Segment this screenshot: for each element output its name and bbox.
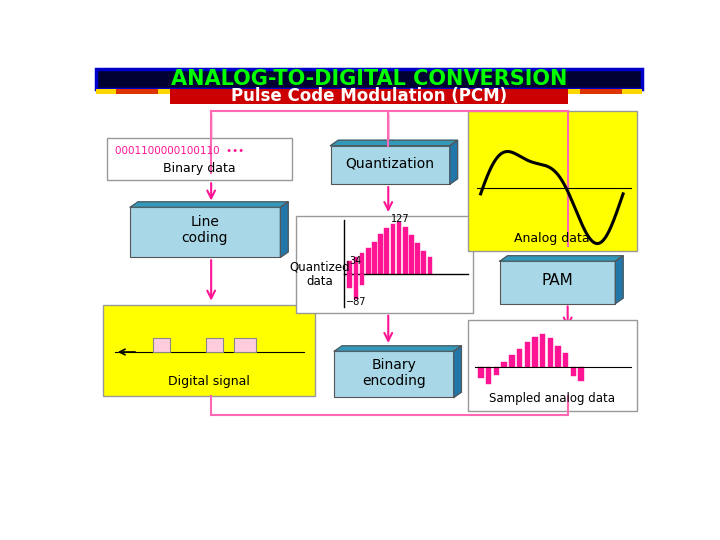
FancyBboxPatch shape xyxy=(348,274,352,288)
FancyBboxPatch shape xyxy=(421,251,426,274)
Text: ANALOG-TO-DIGITAL CONVERSION: ANALOG-TO-DIGITAL CONVERSION xyxy=(171,69,567,89)
Text: PAM: PAM xyxy=(541,273,574,288)
FancyBboxPatch shape xyxy=(158,89,171,94)
FancyBboxPatch shape xyxy=(555,346,561,367)
Text: 0001100000100110  •••: 0001100000100110 ••• xyxy=(115,146,244,156)
Polygon shape xyxy=(454,346,462,397)
Polygon shape xyxy=(450,140,457,184)
Text: Quantization: Quantization xyxy=(346,157,434,170)
FancyBboxPatch shape xyxy=(206,338,222,352)
Polygon shape xyxy=(281,202,288,257)
FancyBboxPatch shape xyxy=(500,261,616,303)
Text: Pulse Code Modulation (PCM): Pulse Code Modulation (PCM) xyxy=(231,87,507,105)
FancyBboxPatch shape xyxy=(467,111,637,251)
FancyBboxPatch shape xyxy=(428,258,432,274)
FancyBboxPatch shape xyxy=(107,138,292,180)
Polygon shape xyxy=(130,202,288,207)
FancyBboxPatch shape xyxy=(478,367,484,378)
FancyBboxPatch shape xyxy=(348,261,352,274)
FancyBboxPatch shape xyxy=(517,349,522,367)
Text: Sampled analog data: Sampled analog data xyxy=(490,392,616,405)
FancyBboxPatch shape xyxy=(234,338,256,352)
Text: Quantized
data: Quantized data xyxy=(289,260,350,288)
FancyBboxPatch shape xyxy=(296,215,473,313)
FancyBboxPatch shape xyxy=(360,274,364,285)
FancyBboxPatch shape xyxy=(360,253,364,274)
Text: Binary data: Binary data xyxy=(163,162,236,176)
FancyBboxPatch shape xyxy=(171,89,567,104)
FancyBboxPatch shape xyxy=(409,235,414,274)
FancyBboxPatch shape xyxy=(130,207,281,257)
Polygon shape xyxy=(330,140,457,146)
FancyBboxPatch shape xyxy=(525,342,530,367)
FancyBboxPatch shape xyxy=(580,89,600,94)
FancyBboxPatch shape xyxy=(104,305,315,396)
Text: Digital signal: Digital signal xyxy=(168,375,250,388)
Text: Analog data: Analog data xyxy=(515,232,590,245)
FancyBboxPatch shape xyxy=(330,146,450,184)
FancyBboxPatch shape xyxy=(372,242,377,274)
FancyBboxPatch shape xyxy=(501,362,507,367)
Text: 127: 127 xyxy=(390,214,409,224)
FancyBboxPatch shape xyxy=(334,351,454,397)
FancyBboxPatch shape xyxy=(384,228,389,274)
FancyBboxPatch shape xyxy=(494,367,499,375)
Text: Line
coding: Line coding xyxy=(181,215,228,246)
FancyBboxPatch shape xyxy=(600,89,621,94)
FancyBboxPatch shape xyxy=(532,337,538,367)
FancyBboxPatch shape xyxy=(378,234,383,274)
Polygon shape xyxy=(334,346,462,351)
FancyBboxPatch shape xyxy=(567,89,580,94)
FancyBboxPatch shape xyxy=(563,353,568,367)
FancyBboxPatch shape xyxy=(486,367,492,384)
FancyBboxPatch shape xyxy=(578,367,584,381)
FancyBboxPatch shape xyxy=(138,89,158,94)
FancyBboxPatch shape xyxy=(571,367,576,376)
FancyBboxPatch shape xyxy=(96,69,642,89)
FancyBboxPatch shape xyxy=(117,89,138,94)
FancyBboxPatch shape xyxy=(467,320,637,411)
FancyBboxPatch shape xyxy=(540,334,545,367)
FancyBboxPatch shape xyxy=(366,248,371,274)
Polygon shape xyxy=(500,256,623,261)
Polygon shape xyxy=(616,256,623,303)
Text: −87: −87 xyxy=(346,297,366,307)
FancyBboxPatch shape xyxy=(509,355,515,367)
FancyBboxPatch shape xyxy=(153,338,171,352)
FancyBboxPatch shape xyxy=(96,89,117,94)
Text: 34: 34 xyxy=(350,256,362,266)
FancyBboxPatch shape xyxy=(397,222,401,274)
FancyBboxPatch shape xyxy=(415,243,420,274)
FancyBboxPatch shape xyxy=(354,258,359,274)
FancyBboxPatch shape xyxy=(621,89,642,94)
FancyBboxPatch shape xyxy=(354,274,359,299)
FancyBboxPatch shape xyxy=(548,338,553,367)
FancyBboxPatch shape xyxy=(403,227,408,274)
Text: Binary
encoding: Binary encoding xyxy=(361,357,426,388)
FancyBboxPatch shape xyxy=(390,225,395,274)
